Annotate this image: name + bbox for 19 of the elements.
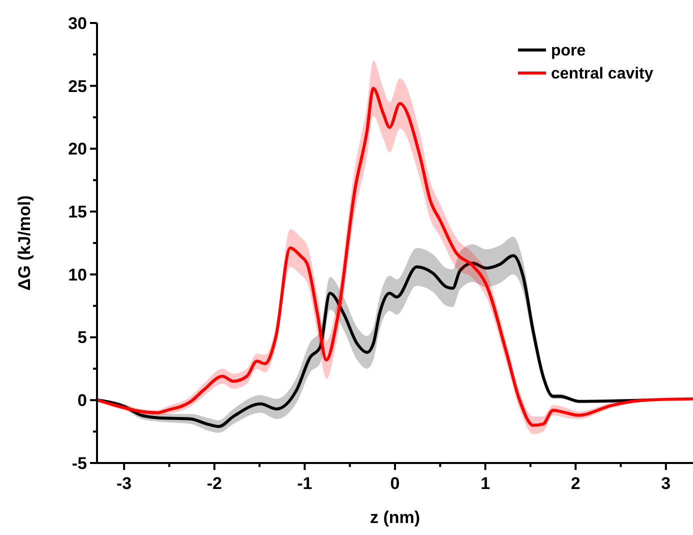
legend-label: pore	[551, 42, 586, 60]
x-tick-label: -2	[206, 474, 222, 493]
y-tick-label: 30	[68, 14, 87, 33]
x-tick-label: 1	[480, 474, 490, 493]
y-tick-label: 25	[68, 76, 87, 96]
y-tick-label: 10	[68, 265, 87, 284]
y-axis-title: ΔG (kJ/mol)	[15, 195, 34, 291]
x-axis-title: z (nm)	[370, 508, 420, 527]
y-tick-label: 5	[78, 328, 87, 348]
y-tick-label: 20	[68, 140, 87, 159]
legend-label: central cavity	[551, 66, 654, 83]
y-tick-label: 0	[78, 391, 87, 410]
y-tick-label: -5	[72, 454, 87, 473]
x-tick-label: 0	[390, 474, 400, 493]
x-tick-label: 2	[570, 474, 580, 493]
x-tick-label: -3	[116, 474, 132, 493]
x-tick-label: -1	[297, 474, 312, 493]
y-tick-label: 15	[68, 202, 87, 222]
x-tick-label: 3	[661, 474, 671, 493]
